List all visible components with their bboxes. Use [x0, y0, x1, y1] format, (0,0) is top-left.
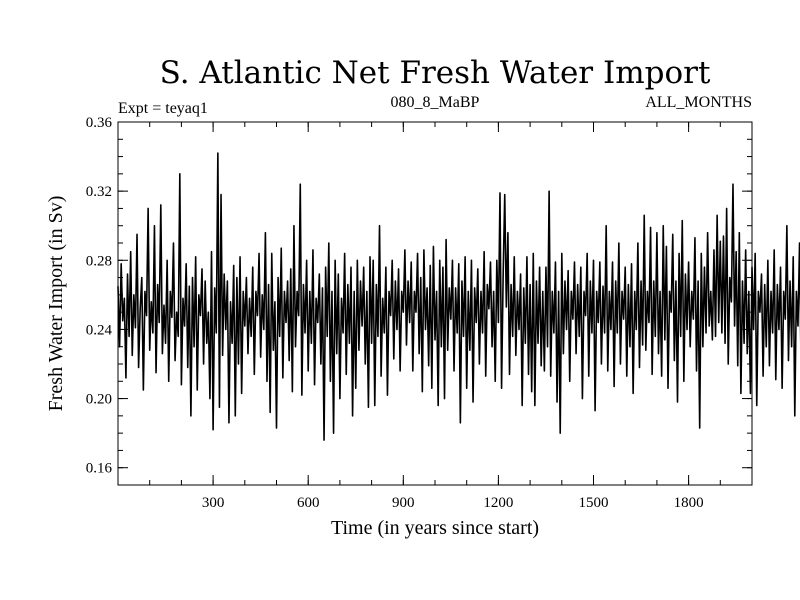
plot-frame	[117, 121, 753, 486]
y-tick-label: 0.32	[86, 184, 112, 200]
y-tick-label: 0.28	[86, 253, 112, 269]
experiment-label: Expt = teyaq1	[118, 100, 208, 117]
y-tick-label: 0.24	[86, 322, 113, 338]
months-label: ALL_MONTHS	[645, 94, 752, 111]
y-tick-label: 0.16	[86, 461, 113, 477]
series-line	[117, 152, 800, 441]
x-tick-label: 1500	[579, 495, 609, 511]
chart-title: S. Atlantic Net Fresh Water Import	[160, 55, 711, 91]
x-axis: 300 600 900 1200 1500 1800	[149, 122, 721, 511]
y-axis-label: Fresh Water Import (in Sv)	[45, 196, 67, 412]
x-tick-label: 1800	[674, 495, 704, 511]
x-tick-label: 1200	[483, 495, 513, 511]
y-tick-label: 0.36	[86, 115, 113, 131]
x-axis-label: Time (in years since start)	[331, 517, 539, 539]
y-tick-label: 0.20	[86, 392, 112, 408]
period-label: 080_8_MaBP	[391, 94, 480, 111]
x-tick-label: 600	[297, 495, 320, 511]
x-tick-label: 900	[392, 495, 415, 511]
x-tick-label: 300	[202, 495, 225, 511]
